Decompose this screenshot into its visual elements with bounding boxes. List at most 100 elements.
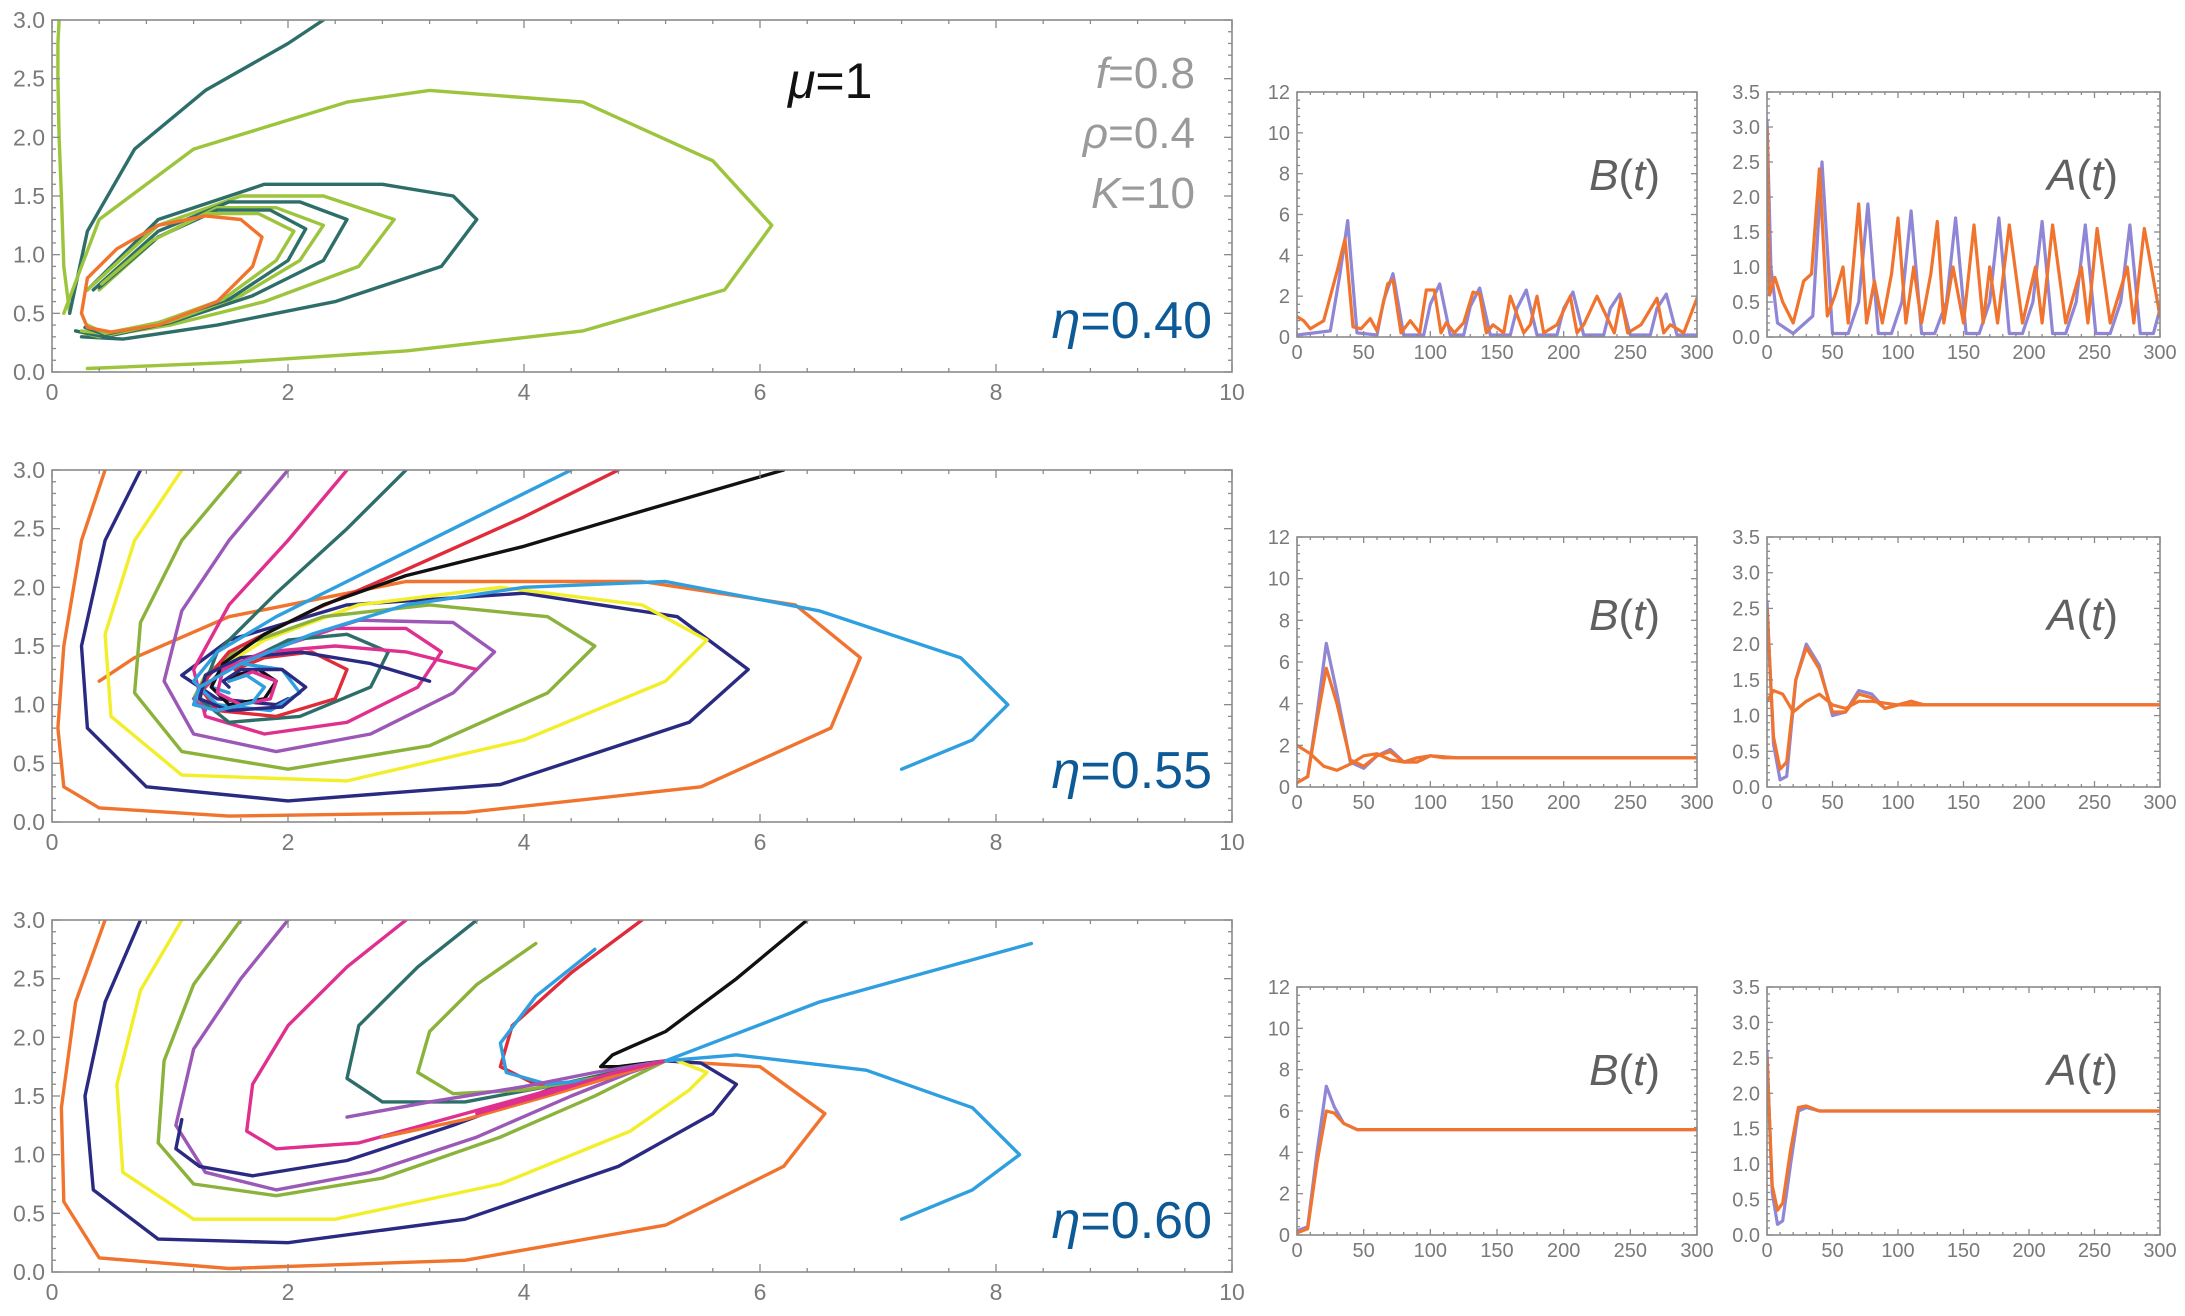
series-line-orange bbox=[1297, 1109, 1697, 1235]
y-tick-label: 0.5 bbox=[1732, 292, 1760, 314]
series-line-lime bbox=[56, 20, 72, 315]
x-tick-label: 200 bbox=[2012, 792, 2045, 814]
series-line-teal bbox=[79, 182, 479, 341]
plot-frame bbox=[1296, 536, 1698, 788]
series-line-red bbox=[498, 920, 668, 1087]
y-tick-label: 1.0 bbox=[1732, 257, 1760, 279]
series-line-navy bbox=[83, 920, 739, 1245]
series-line-orange bbox=[59, 920, 827, 1271]
x-tick-label: 100 bbox=[1414, 1240, 1447, 1262]
y-tick-label: 1.0 bbox=[1732, 706, 1760, 728]
y-tick-label: 2.0 bbox=[1732, 634, 1760, 656]
x-tick-label: 10 bbox=[1219, 379, 1245, 405]
x-tick-label: 10 bbox=[1219, 829, 1245, 855]
y-tick-label: 4 bbox=[1279, 694, 1290, 716]
x-tick-label: 10 bbox=[1219, 1279, 1245, 1305]
y-tick-label: 1.0 bbox=[13, 1142, 45, 1168]
y-tick-label: 1.0 bbox=[1732, 1154, 1760, 1176]
y-tick-label: 3.5 bbox=[1732, 82, 1760, 104]
x-tick-label: 250 bbox=[2078, 342, 2111, 364]
series-line-orange bbox=[1297, 743, 1697, 772]
x-tick-label: 0 bbox=[1291, 792, 1302, 814]
y-tick-label: 3.0 bbox=[13, 457, 45, 483]
x-tick-label: 100 bbox=[1881, 792, 1914, 814]
x-tick-label: 200 bbox=[1547, 342, 1580, 364]
series-line-lavender bbox=[1297, 219, 1697, 337]
x-tick-label: 0 bbox=[1761, 1240, 1772, 1262]
y-tick-label: 1.5 bbox=[13, 633, 45, 659]
y-tick-label: 0.5 bbox=[1732, 741, 1760, 763]
y-tick-label: 2 bbox=[1279, 735, 1290, 757]
x-tick-label: 150 bbox=[1480, 342, 1513, 364]
A-label: A(t) bbox=[2044, 1046, 2118, 1095]
y-tick-label: 3.0 bbox=[1732, 1012, 1760, 1034]
x-tick-label: 4 bbox=[518, 379, 531, 405]
x-tick-label: 8 bbox=[990, 829, 1003, 855]
series-line-orange bbox=[56, 470, 862, 818]
B-label: B(t) bbox=[1589, 1046, 1660, 1095]
eta-label: η=0.55 bbox=[1052, 742, 1212, 800]
x-tick-label: 100 bbox=[1881, 1240, 1914, 1262]
y-tick-label: 10 bbox=[1268, 123, 1290, 145]
B-label: B(t) bbox=[1589, 151, 1660, 200]
B-time-series-2: 0 50 100 150 200 250 300 0 2 4 6 8 10 12 B(t) bbox=[1268, 527, 1714, 814]
x-tick-label: 0 bbox=[1761, 342, 1772, 364]
x-tick-label: 300 bbox=[1680, 792, 1713, 814]
x-tick-label: 2 bbox=[282, 829, 295, 855]
x-tick-label: 8 bbox=[990, 1279, 1003, 1305]
eta-label: η=0.60 bbox=[1052, 1192, 1212, 1250]
y-tick-label: 3.0 bbox=[1732, 563, 1760, 585]
y-tick-label: 12 bbox=[1268, 527, 1290, 549]
x-tick-label: 300 bbox=[2143, 1240, 2176, 1262]
plot-area bbox=[1297, 1084, 1697, 1235]
y-tick-label: 2.0 bbox=[13, 574, 45, 600]
x-tick-label: 50 bbox=[1821, 792, 1843, 814]
y-tick-label: 0.0 bbox=[1732, 1225, 1760, 1247]
y-tick-label: 3.0 bbox=[1732, 117, 1760, 139]
plot-frame bbox=[1296, 986, 1698, 1236]
y-tick-label: 0.5 bbox=[13, 300, 45, 326]
x-tick-label: 4 bbox=[518, 1279, 531, 1305]
plot-area bbox=[1297, 641, 1697, 785]
x-tick-label: 50 bbox=[1821, 1240, 1843, 1262]
x-tick-label: 300 bbox=[1680, 1240, 1713, 1262]
x-tick-label: 150 bbox=[1480, 1240, 1513, 1262]
x-tick-label: 100 bbox=[1881, 342, 1914, 364]
x-tick-label: 50 bbox=[1821, 342, 1843, 364]
x-tick-label: 6 bbox=[754, 1279, 767, 1305]
y-tick-label: 1.0 bbox=[13, 692, 45, 718]
y-tick-label: 8 bbox=[1279, 1060, 1290, 1082]
y-tick-label: 8 bbox=[1279, 164, 1290, 186]
x-tick-label: 2 bbox=[282, 1279, 295, 1305]
x-tick-label: 50 bbox=[1353, 342, 1375, 364]
x-tick-label: 0 bbox=[1291, 342, 1302, 364]
series-line-blue bbox=[663, 941, 1034, 1221]
series-line-yellow bbox=[115, 920, 709, 1221]
y-tick-label: 1.5 bbox=[13, 183, 45, 209]
x-tick-label: 150 bbox=[1480, 792, 1513, 814]
phase-portrait-2: 0 2 4 6 8 10 0.0 0.5 1.0 1.5 2.0 2.5 3.0 η=0.55 bbox=[13, 457, 1245, 855]
series-line-magenta bbox=[475, 1059, 668, 1116]
y-tick-label: 1.0 bbox=[13, 242, 45, 268]
x-tick-label: 300 bbox=[1680, 342, 1713, 364]
y-tick-label: 3.0 bbox=[13, 907, 45, 933]
plot-area bbox=[1297, 219, 1697, 337]
series-line-purple bbox=[174, 920, 668, 1192]
A-time-series-1: 0 50 100 150 200 250 300 0.0 0.5 1.0 1.5 2.0 2.5 3.0 3… bbox=[1732, 82, 2177, 364]
x-tick-label: 2 bbox=[282, 379, 295, 405]
y-tick-label: 2 bbox=[1279, 286, 1290, 308]
series-line-magenta bbox=[215, 644, 479, 707]
x-tick-label: 150 bbox=[1947, 792, 1980, 814]
rho-label: ρ=0.4 bbox=[1081, 109, 1195, 158]
x-tick-label: 150 bbox=[1947, 342, 1980, 364]
A-label: A(t) bbox=[2044, 591, 2118, 640]
y-tick-label: 3.5 bbox=[1732, 977, 1760, 999]
y-tick-label: 0.0 bbox=[13, 809, 45, 835]
series-line-orange bbox=[79, 214, 264, 334]
y-tick-label: 6 bbox=[1279, 1101, 1290, 1123]
y-tick-label: 2.5 bbox=[1732, 598, 1760, 620]
x-tick-label: 0 bbox=[1291, 1240, 1302, 1262]
plot-frame bbox=[1296, 91, 1698, 338]
y-tick-label: 0 bbox=[1279, 1225, 1290, 1247]
y-tick-label: 2.5 bbox=[13, 966, 45, 992]
